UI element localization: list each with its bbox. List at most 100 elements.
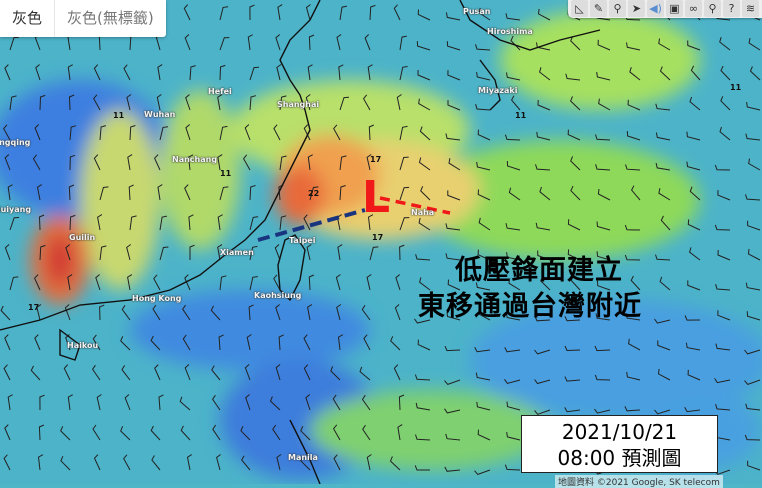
city-label: Guiyang — [0, 205, 32, 214]
wind-barb — [393, 4, 401, 21]
wind-barb — [189, 244, 195, 260]
wind-barb — [189, 65, 196, 81]
wind-barb — [687, 280, 701, 291]
wind-barb — [444, 408, 461, 414]
wind-barb — [475, 44, 491, 51]
wind-barb — [367, 184, 374, 201]
wind-barb — [594, 408, 611, 414]
wind-barb — [36, 184, 42, 201]
wind-barb — [4, 154, 11, 171]
wind-barb — [687, 369, 701, 381]
wind-barb — [4, 244, 11, 261]
wind-barb — [714, 164, 731, 171]
wind-barb — [35, 64, 41, 81]
wind-barb — [38, 214, 45, 231]
wind-barb — [123, 454, 131, 471]
annotation-line-2: 東移通過台灣附近 — [418, 291, 642, 322]
wind-barb — [717, 310, 731, 321]
wind-barb — [714, 224, 731, 231]
pin-icon[interactable]: ⚲ — [609, 0, 626, 17]
wind-barb — [249, 185, 256, 201]
wind-barb — [624, 224, 641, 231]
wind-barb — [9, 217, 20, 231]
wind-barb — [179, 396, 191, 411]
wind-barb — [477, 189, 491, 201]
wind-barb — [247, 34, 253, 51]
wind-barb — [366, 154, 372, 171]
wind-barb — [505, 13, 521, 21]
wind-barb — [689, 96, 701, 111]
wind-barb — [34, 274, 41, 291]
wind-barb — [445, 253, 461, 261]
sound-icon[interactable]: ◀) — [647, 0, 664, 17]
city-label: Chongqing — [0, 138, 31, 147]
wind-barb — [626, 371, 641, 381]
wind-barb — [184, 274, 191, 291]
wind-barb — [654, 318, 671, 324]
wind-barb — [4, 424, 11, 441]
wind-barb — [478, 7, 491, 21]
wind-barb — [32, 154, 41, 171]
wind-barb — [508, 278, 521, 291]
wind-barb — [336, 304, 342, 321]
contour-label: 17 — [28, 303, 39, 312]
wind-barb — [596, 251, 611, 261]
wind-barb — [537, 250, 551, 261]
wind-barb — [714, 378, 731, 384]
wind-barb — [242, 154, 251, 171]
wind-barb — [685, 342, 701, 351]
wind-barb — [506, 72, 521, 81]
wind-barb — [275, 364, 281, 381]
tab-gray-no-labels[interactable]: 灰色(無標籤) — [54, 0, 166, 37]
wind-barb — [570, 275, 581, 291]
pencil-icon[interactable]: ✎ — [590, 0, 607, 17]
wind-barb — [389, 456, 401, 471]
wind-barb — [9, 95, 17, 111]
wind-barb — [217, 154, 223, 171]
layers-icon[interactable]: ≋ — [742, 0, 759, 17]
wind-barb — [748, 158, 761, 171]
wind-barb — [218, 334, 224, 351]
wind-barb — [219, 275, 227, 291]
wind-barb — [303, 334, 311, 351]
wind-barb — [475, 372, 491, 381]
lock-icon[interactable]: ▣ — [666, 0, 683, 17]
wind-barb — [279, 215, 287, 231]
wind-barb — [154, 154, 161, 171]
wind-barb — [478, 217, 491, 231]
wind-barb — [477, 129, 491, 141]
wind-barb — [625, 164, 641, 171]
wind-barb — [476, 401, 491, 411]
low-pressure-symbol: L — [362, 172, 391, 223]
wind-barb — [121, 365, 131, 381]
wind-barb — [39, 394, 45, 411]
city-label: Guilin — [69, 233, 96, 242]
wind-barb — [273, 124, 281, 141]
wind-barb — [307, 64, 313, 81]
wind-barb — [158, 394, 164, 411]
wind-barb — [537, 99, 551, 111]
tab-gray[interactable]: 灰色 — [12, 9, 43, 27]
wind-barb — [399, 156, 409, 171]
wind-barb — [60, 426, 71, 441]
wind-barb — [719, 126, 731, 141]
city-label: Shanghai — [277, 100, 320, 109]
arrow-icon[interactable]: ➤ — [628, 0, 645, 17]
wind-barb — [536, 131, 551, 141]
wind-barb — [249, 216, 259, 231]
wind-barb — [305, 4, 311, 21]
wind-barb — [185, 94, 191, 111]
contour-label: 11 — [220, 169, 232, 178]
wind-barb — [159, 246, 169, 261]
wind-barb — [626, 130, 641, 141]
help-icon[interactable]: ? — [723, 0, 740, 17]
wind-barb — [93, 94, 101, 111]
wind-barb — [397, 424, 403, 441]
search-icon[interactable]: ⚲ — [704, 0, 721, 17]
link-icon[interactable]: ∞ — [685, 0, 702, 17]
wind-barb — [474, 347, 491, 353]
wind-barb — [91, 364, 101, 381]
wind-barb — [67, 64, 73, 81]
ruler-icon[interactable]: ◺ — [571, 0, 588, 17]
